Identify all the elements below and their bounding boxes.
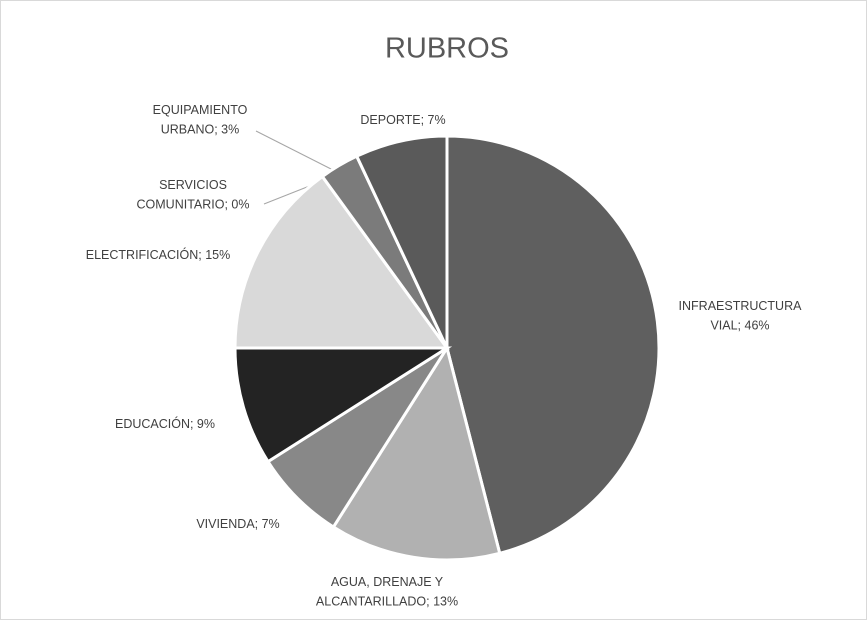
pie-slice	[331, 344, 502, 562]
pie-slice	[233, 346, 453, 464]
data-label: VIVIENDA; 7%	[196, 517, 279, 531]
pie-slice	[445, 134, 661, 556]
data-label: INFRAESTRUCTURA VIAL; 46%	[679, 299, 803, 333]
data-label: EQUIPAMIENTO URBANO; 3%	[153, 103, 248, 137]
data-label: ELECTRIFICACIÓN; 15%	[86, 247, 230, 262]
pie-slice	[354, 134, 449, 349]
data-label: AGUA, DRENAJE Y ALCANTARILLADO; 13%	[316, 575, 458, 609]
data-label: SERVICIOS COMUNITARIO; 0%	[137, 178, 250, 212]
leader-line	[263, 184, 313, 205]
data-label: DEPORTE; 7%	[360, 113, 445, 127]
chart-title: RUBROS	[385, 33, 509, 65]
pie-slice	[233, 174, 450, 350]
leader-line	[255, 130, 334, 171]
data-label: EDUCACIÓN; 9%	[115, 416, 215, 431]
